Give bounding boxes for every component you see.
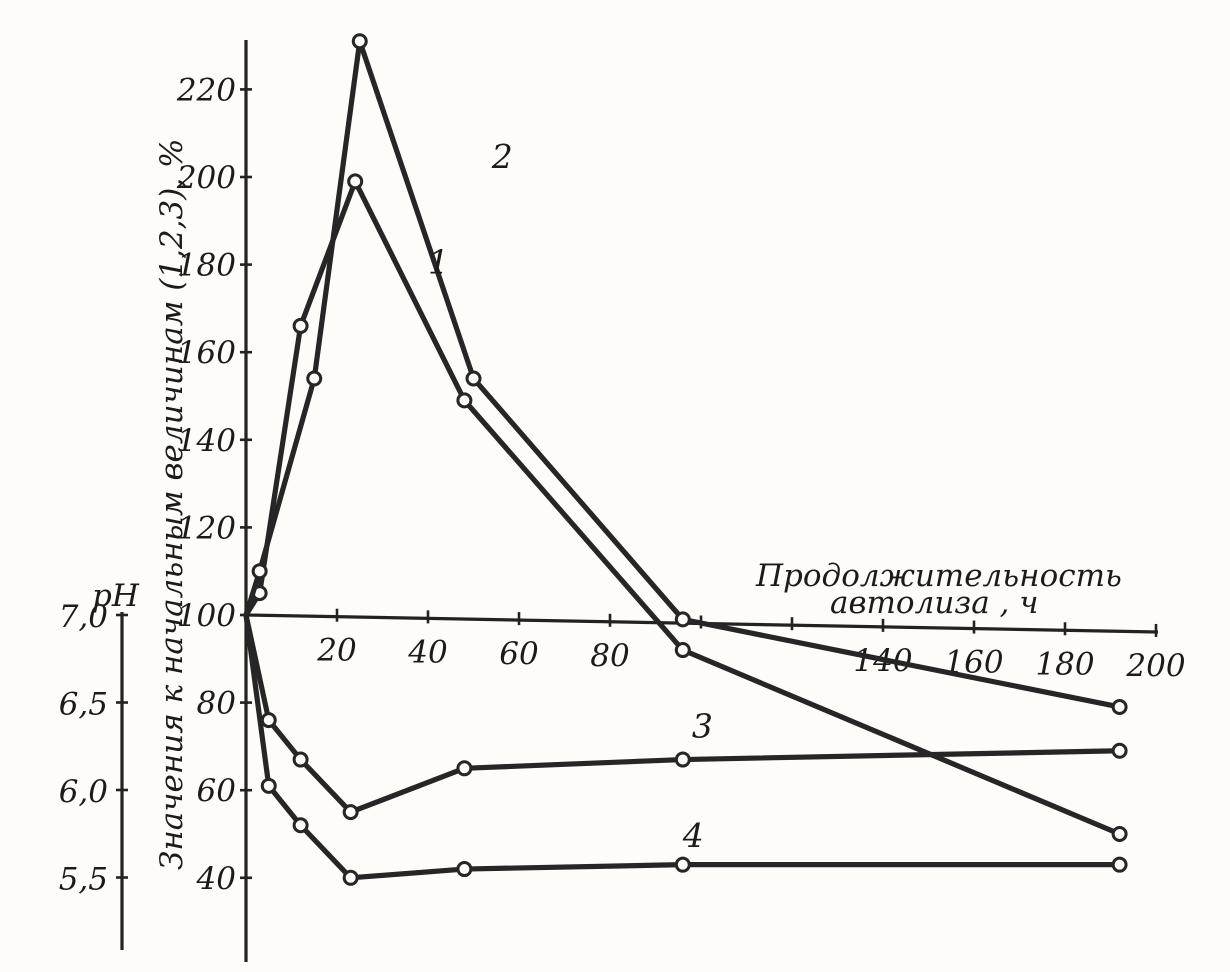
series-label-group: 1 2 3 4 (428, 137, 713, 855)
x-tick-label: 200 (1125, 648, 1185, 684)
series-2-point (251, 563, 268, 580)
x-tick-label: 80 (590, 638, 629, 674)
series-group (243, 33, 1128, 886)
ph-tick-label: 6,5 (59, 687, 108, 723)
series-3-point (342, 804, 359, 821)
x-tick-label: 20 (316, 633, 356, 669)
series-3-label: 3 (692, 707, 713, 746)
y-tick-label: 80 (197, 686, 236, 722)
y-tick-label: 120 (177, 510, 236, 546)
series-2-point (351, 33, 368, 50)
series-4-point (674, 856, 691, 873)
ph-tick-group: 5,5 6,0 6,5 7,0 (59, 599, 128, 898)
series-4-point (1111, 856, 1128, 873)
ph-tick-label: 7,0 (59, 599, 108, 635)
y-tick-label: 200 (176, 160, 236, 196)
x-tick-label: 180 (1035, 646, 1094, 682)
series-1-point (347, 173, 364, 190)
series-2-point (465, 370, 482, 387)
series-2-label: 2 (491, 137, 513, 176)
series-3-point (674, 751, 691, 768)
series-2-point (306, 370, 323, 387)
series-4-point (342, 869, 359, 886)
series-1-label: 1 (428, 242, 449, 281)
series-4-point (456, 861, 473, 878)
x-tick-label: 40 (407, 634, 447, 670)
ph-tick-label: 6,0 (59, 774, 108, 810)
series-4-point (292, 817, 309, 834)
series-4-label: 4 (682, 816, 704, 855)
x-axis-label-line1: Продолжительность (755, 558, 1122, 594)
series-3-point (292, 751, 309, 768)
x-axis-label-line2: автолиза , ч (830, 585, 1039, 621)
series-3-point (1111, 742, 1128, 759)
y-tick-group: 40 60 80 100 120 140 160 180 200 220 (176, 72, 252, 897)
y-tick-label: 60 (197, 773, 236, 809)
series-3-point (456, 760, 473, 777)
y-tick-label: 40 (196, 861, 236, 897)
x-tick-group: 20 40 60 80 140 160 180 200 (316, 608, 1186, 684)
y-tick-label: 220 (176, 72, 236, 108)
y-tick-label: 100 (177, 598, 236, 634)
series-1-line (243, 178, 1123, 837)
series-4-point (260, 777, 277, 794)
y-tick-label: 140 (177, 423, 236, 459)
x-tick-label: 60 (499, 636, 538, 672)
series-1-point (292, 317, 309, 334)
y-tick-label: 160 (177, 335, 236, 371)
series-1-point (456, 392, 473, 409)
y-tick-label: 180 (177, 248, 236, 284)
y-axis-label: Значения к начальным величинам (1,2,3), … (154, 138, 190, 870)
series-2-point (1111, 698, 1128, 715)
series-1-point (674, 642, 691, 659)
series-3-point (260, 712, 277, 729)
ph-axis-label: pH (92, 578, 140, 614)
series-2-point (674, 611, 691, 628)
series-1-point (1111, 826, 1128, 842)
ph-tick-label: 5,5 (59, 862, 108, 898)
